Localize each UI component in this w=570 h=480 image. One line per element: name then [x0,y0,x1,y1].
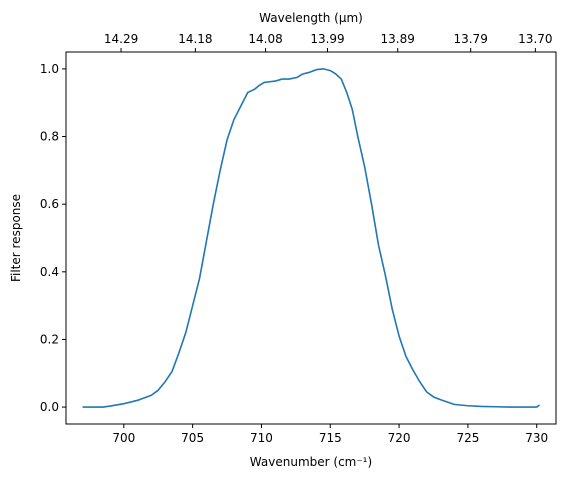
y-axis-ticks: 0.0 0.2 0.4 0.6 0.8 1.0 [40,62,66,414]
x-tick-label: 725 [456,431,479,445]
y-tick-label: 0.2 [40,332,59,346]
y-tick-label: 0.6 [40,197,59,211]
top-tick-label: 13.89 [381,32,415,46]
series-line-0 [82,68,540,408]
x-tick-label: 720 [388,431,411,445]
x-tick-label: 715 [319,431,342,445]
x-tick-label: 730 [525,431,548,445]
y-axis-label: Filter response [9,194,23,282]
y-tick-label: 0.0 [40,400,59,414]
series-layer [82,68,540,408]
x-axis-ticks: 700 705 710 715 720 725 730 [112,424,548,445]
top-tick-label: 14.29 [104,32,138,46]
x-tick-label: 705 [181,431,204,445]
top-tick-label: 13.99 [310,32,344,46]
top-axis-label: Wavelength (μm) [259,11,363,25]
top-axis-ticks: 14.29 14.18 14.08 13.99 13.89 13.79 13.70 [104,32,553,52]
top-tick-label: 13.79 [453,32,487,46]
top-tick-label: 14.18 [178,32,212,46]
x-tick-label: 700 [112,431,135,445]
plot-frame [65,51,557,425]
x-tick-label: 710 [250,431,273,445]
y-tick-label: 0.8 [40,130,59,144]
y-tick-label: 1.0 [40,62,59,76]
top-tick-label: 13.70 [518,32,552,46]
y-tick-label: 0.4 [40,265,59,279]
x-axis-label: Wavenumber (cm⁻¹) [250,455,372,469]
top-tick-label: 14.08 [248,32,282,46]
